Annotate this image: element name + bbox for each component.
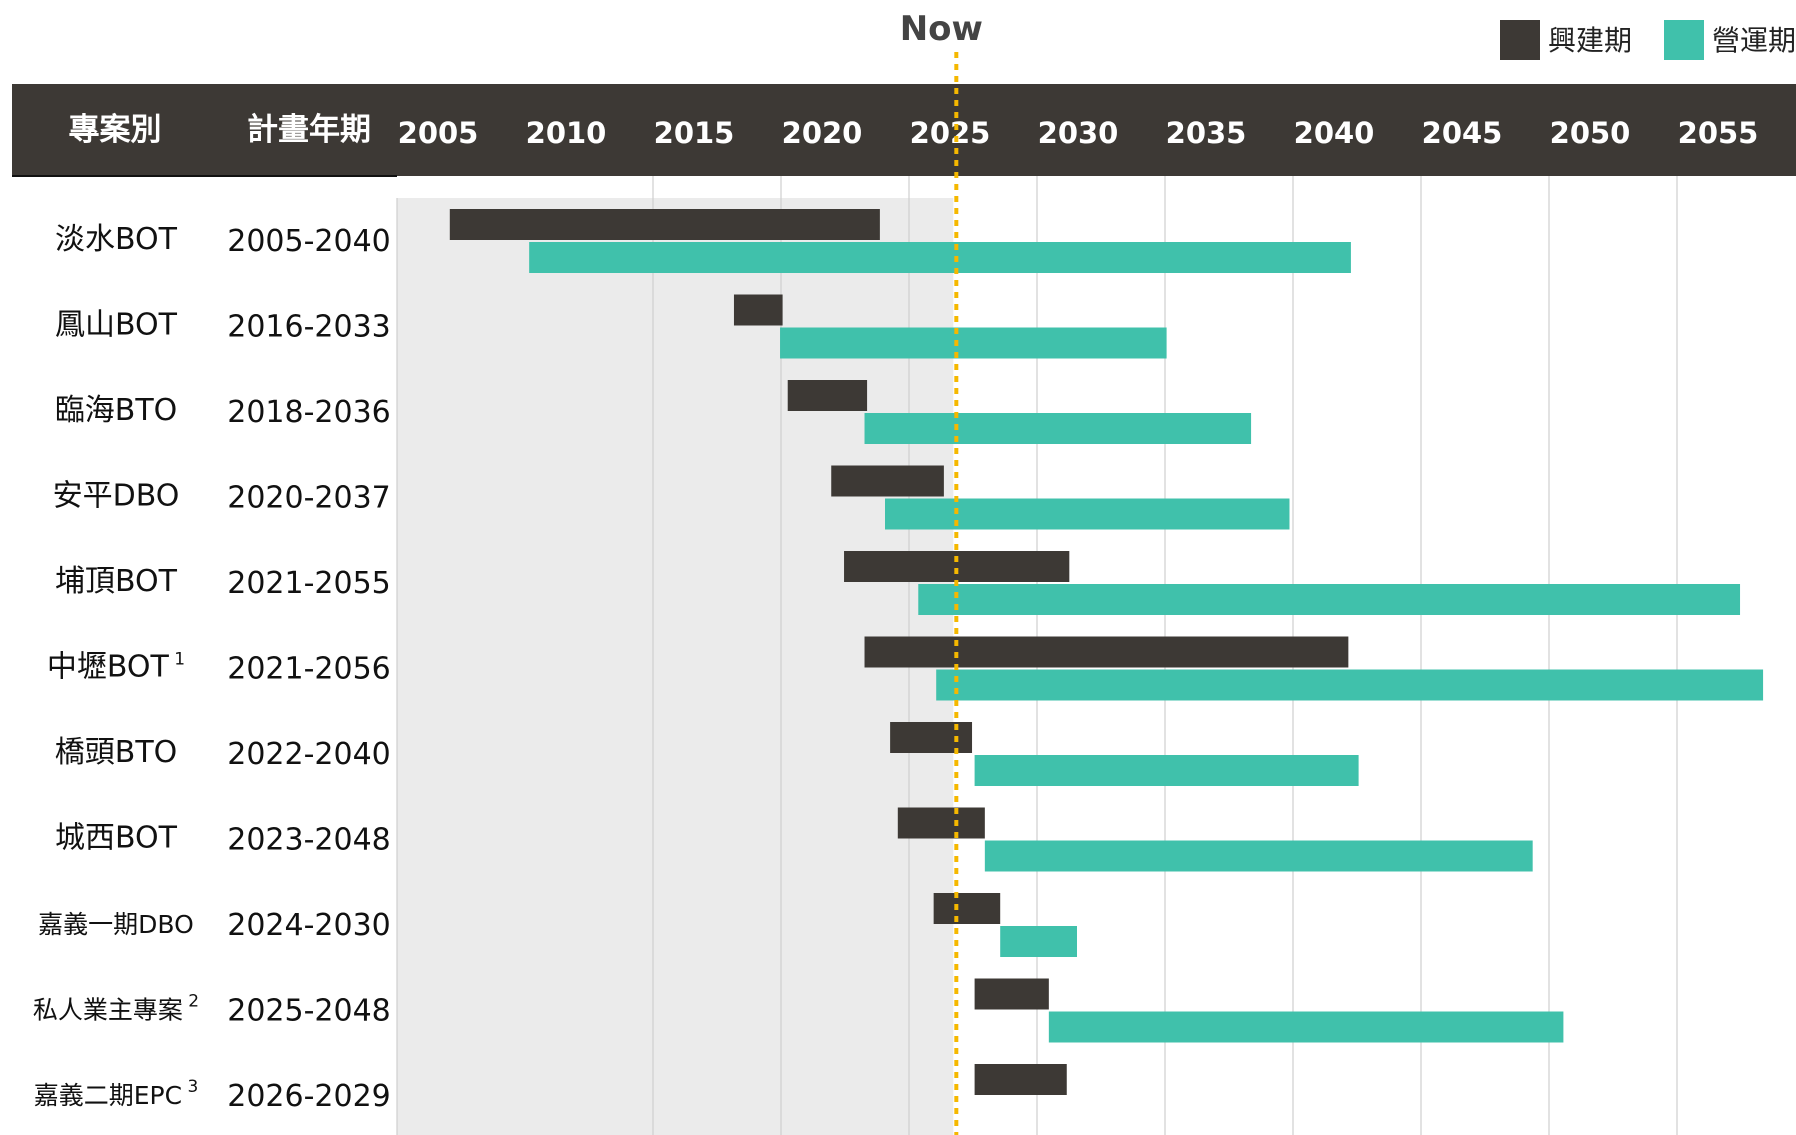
project-period-5: 2021-2056 — [227, 652, 391, 687]
tick-label-2050: 2050 — [1550, 116, 1631, 150]
construction-bar-10 — [974, 1064, 1067, 1095]
construction-bar-5 — [864, 636, 1349, 668]
project-period-4: 2021-2055 — [227, 566, 391, 601]
legend-label-operation: 營運期 — [1712, 24, 1796, 57]
operation-bar-7 — [984, 840, 1533, 872]
operation-bar-0 — [529, 242, 1351, 273]
project-name-7: 城西BOT — [55, 821, 178, 856]
project-name-9: 私人業主專案 2 — [33, 992, 199, 1025]
construction-bar-4 — [844, 551, 1070, 582]
project-period-0: 2005-2040 — [227, 224, 391, 259]
project-name-5: 中壢BOT 1 — [47, 650, 185, 685]
project-name-10: 嘉義二期EPC 3 — [34, 1077, 199, 1110]
operation-bar-2 — [864, 413, 1252, 444]
tick-label-2025: 2025 — [910, 116, 991, 150]
operation-bar-5 — [936, 669, 1764, 701]
operation-bar-8 — [1000, 926, 1077, 957]
construction-bar-0 — [449, 209, 880, 240]
construction-bar-8 — [933, 893, 1001, 924]
tick-label-2015: 2015 — [654, 116, 735, 150]
construction-bar-7 — [897, 807, 985, 839]
project-period-7: 2023-2048 — [227, 823, 391, 858]
project-period-10: 2026-2029 — [227, 1079, 391, 1114]
legend-swatch-operation — [1664, 20, 1704, 60]
project-period-8: 2024-2030 — [227, 908, 391, 943]
construction-bar-3 — [831, 465, 944, 497]
operation-bar-1 — [780, 327, 1167, 359]
project-period-1: 2016-2033 — [227, 310, 391, 345]
project-period-6: 2022-2040 — [227, 737, 391, 772]
construction-bar-1 — [733, 294, 783, 326]
project-name-8: 嘉義一期DBO — [38, 910, 194, 939]
legend-swatch-construction — [1500, 20, 1540, 60]
construction-bar-6 — [890, 722, 973, 753]
tick-label-2020: 2020 — [782, 116, 863, 150]
tick-label-2040: 2040 — [1294, 116, 1375, 150]
project-name-2: 臨海BTO — [55, 393, 178, 428]
header-period-label: 計畫年期 — [247, 112, 371, 148]
project-period-9: 2025-2048 — [227, 994, 391, 1029]
project-name-4: 埔頂BOT — [55, 564, 178, 599]
operation-bar-9 — [1048, 1011, 1564, 1043]
tick-label-2045: 2045 — [1422, 116, 1503, 150]
project-name-6: 橋頭BTO — [55, 735, 178, 770]
operation-bar-6 — [974, 755, 1359, 786]
project-name-1: 鳳山BOT — [55, 308, 178, 343]
tick-label-2010: 2010 — [526, 116, 607, 150]
tick-label-2030: 2030 — [1038, 116, 1119, 150]
operation-bar-4 — [918, 584, 1741, 615]
tick-label-2055: 2055 — [1678, 116, 1759, 150]
legend-label-construction: 興建期 — [1548, 24, 1632, 57]
project-period-2: 2018-2036 — [227, 395, 391, 430]
construction-bar-9 — [974, 978, 1049, 1010]
header-project-label: 專案別 — [69, 112, 162, 148]
now-label: Now — [900, 9, 983, 49]
operation-bar-3 — [885, 498, 1290, 530]
tick-label-2035: 2035 — [1166, 116, 1247, 150]
project-name-3: 安平DBO — [53, 479, 180, 514]
header-band — [12, 84, 1796, 176]
project-period-3: 2020-2037 — [227, 481, 391, 516]
tick-label-2005: 2005 — [398, 116, 479, 150]
construction-bar-2 — [787, 380, 868, 411]
project-name-0: 淡水BOT — [55, 222, 178, 257]
